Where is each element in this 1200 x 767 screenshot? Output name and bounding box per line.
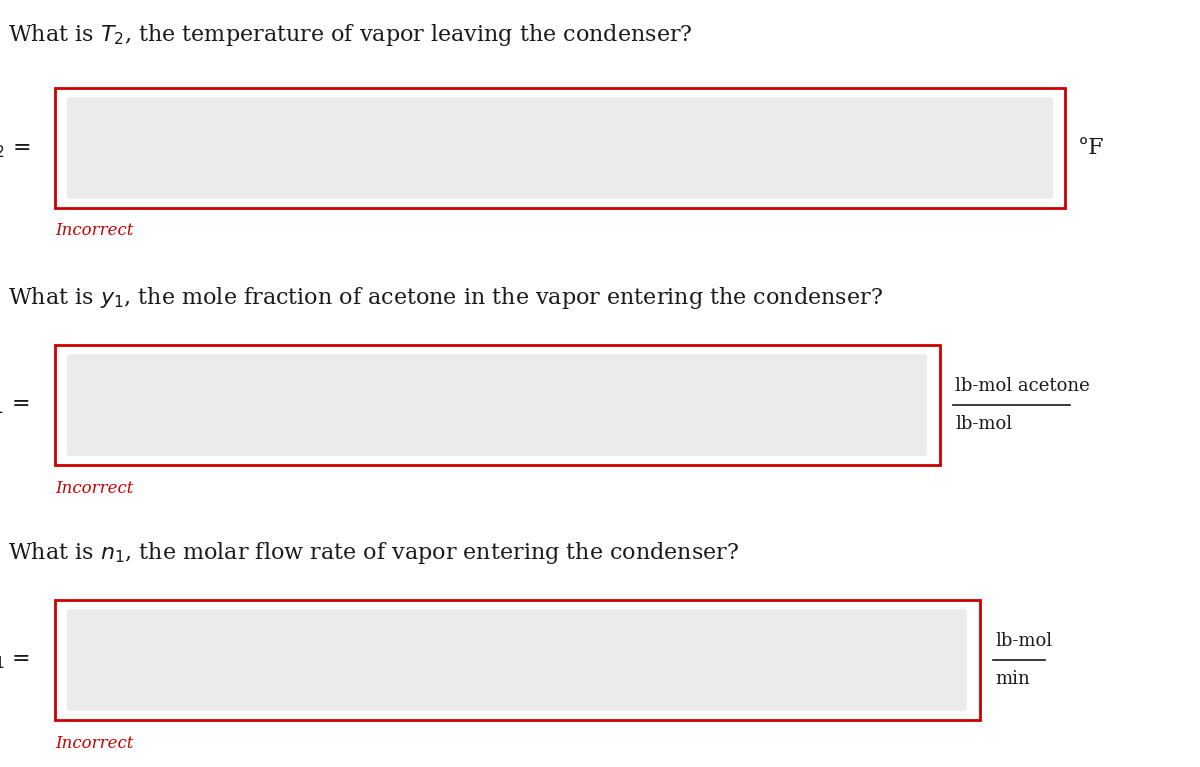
Text: min: min bbox=[995, 670, 1030, 688]
Bar bbox=[55, 600, 980, 720]
Text: What is $\mathit{n_{1}}$, the molar flow rate of vapor entering the condenser?: What is $\mathit{n_{1}}$, the molar flow… bbox=[8, 540, 739, 566]
Text: What is $\mathit{T_{2}}$, the temperature of vapor leaving the condenser?: What is $\mathit{T_{2}}$, the temperatur… bbox=[8, 22, 692, 48]
Text: Incorrect: Incorrect bbox=[55, 735, 133, 752]
Text: °F: °F bbox=[1078, 137, 1104, 159]
Text: lb-mol acetone: lb-mol acetone bbox=[955, 377, 1090, 395]
Text: lb-mol: lb-mol bbox=[995, 632, 1052, 650]
Text: $\mathit{n_{1}}$ =: $\mathit{n_{1}}$ = bbox=[0, 649, 30, 671]
Bar bbox=[55, 345, 940, 465]
FancyBboxPatch shape bbox=[67, 609, 967, 711]
Bar bbox=[55, 88, 1066, 208]
Text: lb-mol: lb-mol bbox=[955, 415, 1012, 433]
Text: $\mathit{T_{2}}$ =: $\mathit{T_{2}}$ = bbox=[0, 137, 30, 160]
Text: What is $\mathit{y_{1}}$, the mole fraction of acetone in the vapor entering the: What is $\mathit{y_{1}}$, the mole fract… bbox=[8, 285, 883, 311]
FancyBboxPatch shape bbox=[67, 97, 1054, 199]
FancyBboxPatch shape bbox=[67, 354, 928, 456]
Text: Incorrect: Incorrect bbox=[55, 480, 133, 497]
Text: Incorrect: Incorrect bbox=[55, 222, 133, 239]
Text: $\mathit{y_{1}}$ =: $\mathit{y_{1}}$ = bbox=[0, 394, 30, 416]
